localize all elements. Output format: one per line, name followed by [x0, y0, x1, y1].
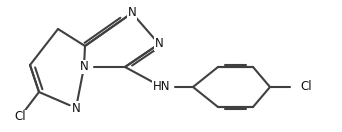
Text: Cl: Cl: [14, 110, 26, 124]
Text: N: N: [155, 37, 163, 51]
Text: HN: HN: [153, 81, 171, 93]
Text: N: N: [71, 102, 80, 114]
Text: Cl: Cl: [300, 81, 312, 93]
Text: N: N: [80, 60, 88, 74]
Text: N: N: [128, 6, 136, 20]
